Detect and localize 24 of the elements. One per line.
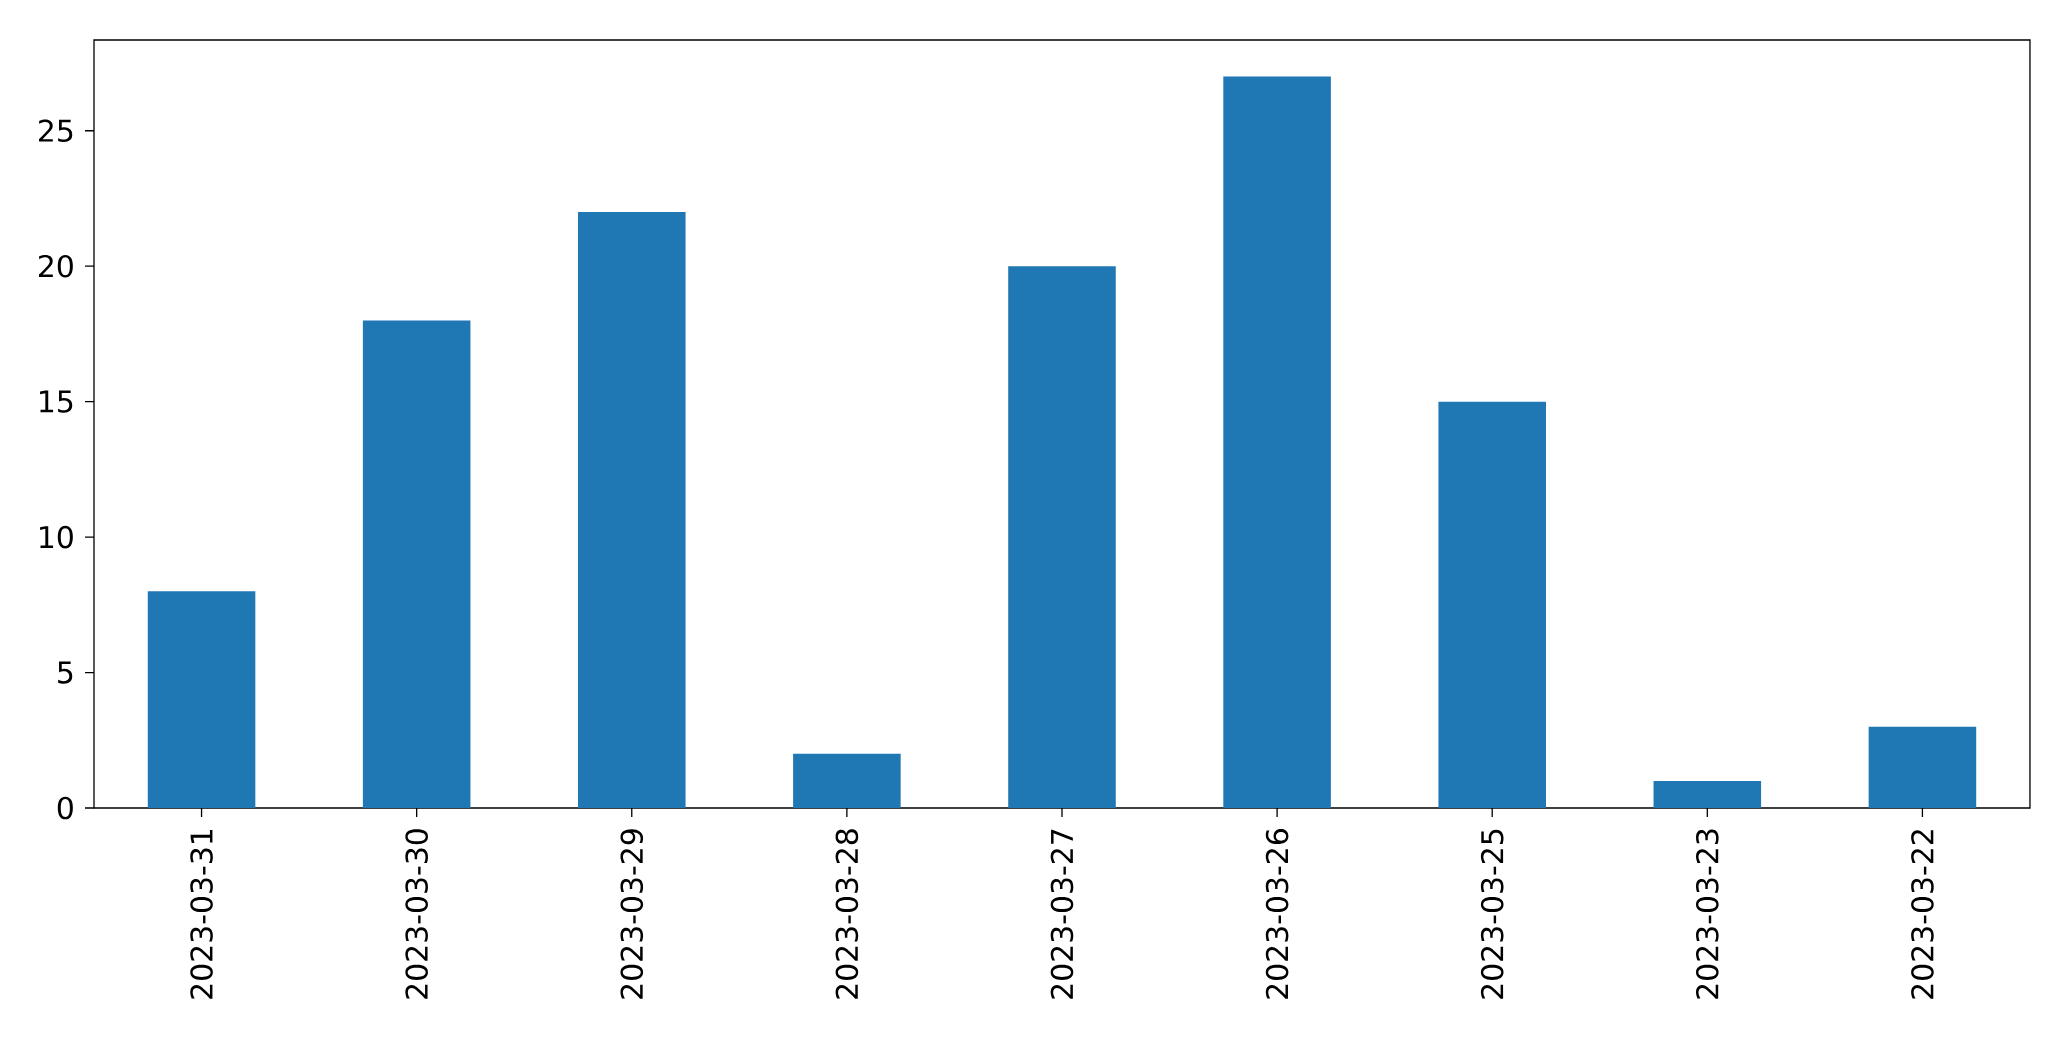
bar bbox=[147, 591, 256, 808]
x-tick-label: 2023-03-27 bbox=[1050, 829, 1074, 999]
x-tick-label: 2023-03-23 bbox=[1696, 829, 1719, 999]
y-tick-label: 0 bbox=[57, 796, 73, 820]
bar bbox=[793, 753, 901, 808]
bar bbox=[1008, 266, 1116, 808]
x-tick-label: 2023-03-26 bbox=[1265, 829, 1289, 999]
bar bbox=[362, 320, 471, 808]
y-tick-label: 20 bbox=[38, 254, 73, 278]
bar bbox=[577, 212, 686, 808]
x-tick-label: 2023-03-29 bbox=[620, 829, 644, 999]
bar bbox=[1868, 726, 1977, 808]
y-tick-label: 25 bbox=[38, 119, 73, 143]
y-tick-label: 10 bbox=[40, 525, 73, 549]
x-tick-label: 2023-03-22 bbox=[1911, 830, 1934, 999]
y-tick-label: 15 bbox=[40, 390, 73, 413]
bar bbox=[1223, 76, 1331, 808]
x-tick-label: 2023-03-28 bbox=[835, 829, 859, 999]
bar bbox=[1438, 401, 1546, 808]
x-tick-label: 2023-03-30 bbox=[405, 829, 428, 999]
x-tick-label: 2023-03-31 bbox=[190, 829, 213, 999]
x-tick-label: 2023-03-25 bbox=[1480, 829, 1504, 999]
bar bbox=[1653, 780, 1762, 808]
y-tick-label: 5 bbox=[58, 661, 73, 684]
